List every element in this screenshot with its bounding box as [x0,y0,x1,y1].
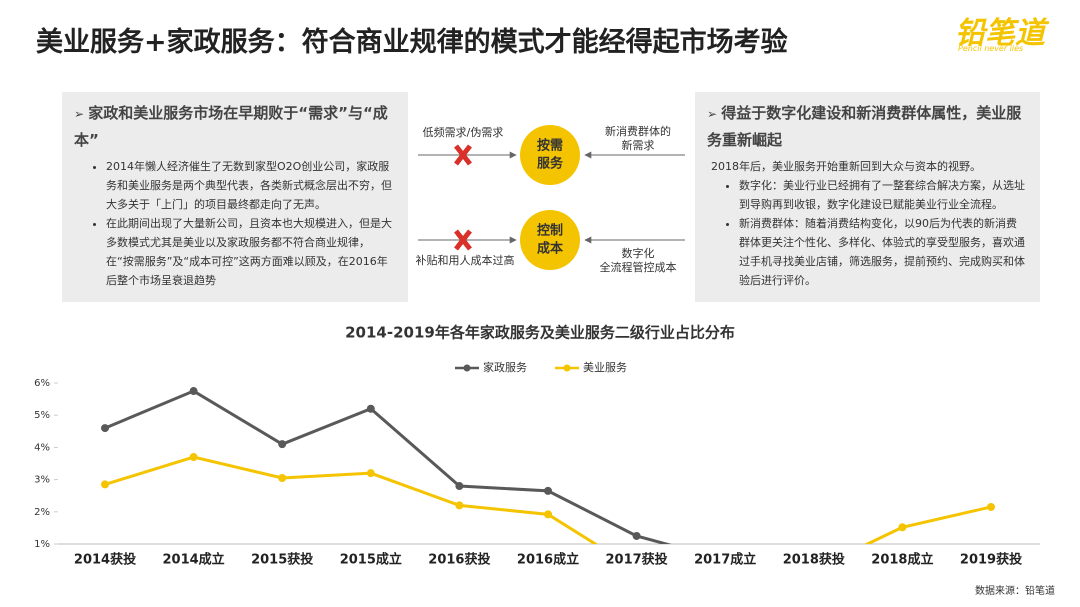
cross [454,144,472,166]
point [455,501,464,510]
y-tick-label: 2% [34,507,50,518]
label: 补贴和用人成本过高 [416,253,515,267]
x-tick-label: 2016获投 [428,552,490,568]
label: 数字化 [622,246,655,260]
y-tick-label: 3% [34,475,50,486]
source: 数据来源：铅笔道 [975,584,1055,597]
logo-sub: Pencil never lies [958,44,1024,53]
legend-label: 美业服务 [583,361,627,374]
point [189,387,198,396]
point [189,453,198,462]
intro: 2018年后，美业服务开始重新回到大众与资本的视野。 [711,160,981,173]
x-tick-label: 2014成立 [163,552,225,568]
circle [520,125,580,185]
point [278,440,287,449]
x-tick-label: 2018获投 [783,552,845,568]
point [898,523,907,532]
y-tick-label: 6% [34,378,50,389]
x-tick-label: 2017成立 [694,552,756,568]
circle-label: 成本 [537,241,563,257]
bullet: 2014年懒人经济催生了无数到家型O2O创业公司，家政服务和美业服务是两个典型代… [106,157,394,214]
x-tick-label: 2019获投 [960,552,1022,568]
point [632,531,641,540]
label: 低频需求/伪需求 [423,125,504,139]
diagram: 低频需求/伪需求 按需 服务 新消费群体的 新需求 控制 成本 补贴和用人成本过… [416,124,685,274]
circle [520,210,580,270]
series-line [104,389,672,544]
point [101,424,109,433]
y-tick-label: 5% [34,410,50,421]
label: 新需求 [622,138,655,152]
chart-title: 2014-2019年各年家政服务及美业服务二级行业占比分布 [345,324,735,342]
cross [454,229,472,251]
panel-heading: 家政和美业服务市场在早期败于“需求”与“成本” [74,100,394,153]
plot [101,387,995,544]
bullet: 数字化：美业行业已经拥有了一整套综合解决方案，从选址到导购再到收银，数字化建设已… [739,176,1026,214]
point [455,482,464,491]
y-tick-label: 4% [34,442,50,453]
legend-label: 家政服务 [483,360,527,374]
point [544,510,552,519]
legend-marker [463,364,471,372]
panel-heading: 得益于数字化建设和新消费群体属性，美业服务重新崛起 [707,100,1026,153]
point [366,469,375,478]
x-tick-label: 2014获投 [74,552,136,568]
page-title: 美业服务+家政服务：符合商业规律的模式才能经得起市场考验 [36,27,788,58]
point [366,404,375,413]
x-tick-label: 2015成立 [340,552,402,568]
circle-label: 控制 [537,223,563,239]
point [987,502,995,511]
point [544,486,552,495]
right-panel: 得益于数字化建设和新消费群体属性，美业服务重新崛起 2018年后，美业服务开始重… [695,92,1040,302]
left-panel: 家政和美业服务市场在早期败于“需求”与“成本” 2014年懒人经济催生了无数到家… [62,92,408,302]
x-tick-label: 2015获投 [251,552,313,568]
x-tick-label: 2018成立 [871,552,933,568]
legend-marker [563,364,571,372]
point [101,480,109,489]
logo: 铅笔道 [955,16,1045,51]
bullet: 新消费群体：随着消费结构变化，以90后为代表的新消费群体更关注个性化、多样化、体… [739,214,1026,290]
x-tick-label: 2017获投 [606,552,668,568]
x-tick-label: 2016成立 [517,552,579,568]
circle-label: 服务 [537,156,564,172]
bullet: 在此期间出现了大量新公司，且资本也大规模进入，但是大多数模式尤其是美业以及家政服… [106,214,394,290]
label: 全流程管控成本 [600,260,677,274]
y-tick-label: 1% [34,539,50,550]
label: 新消费群体的 [605,124,671,138]
circle-label: 按需 [537,138,563,154]
point [278,473,287,482]
